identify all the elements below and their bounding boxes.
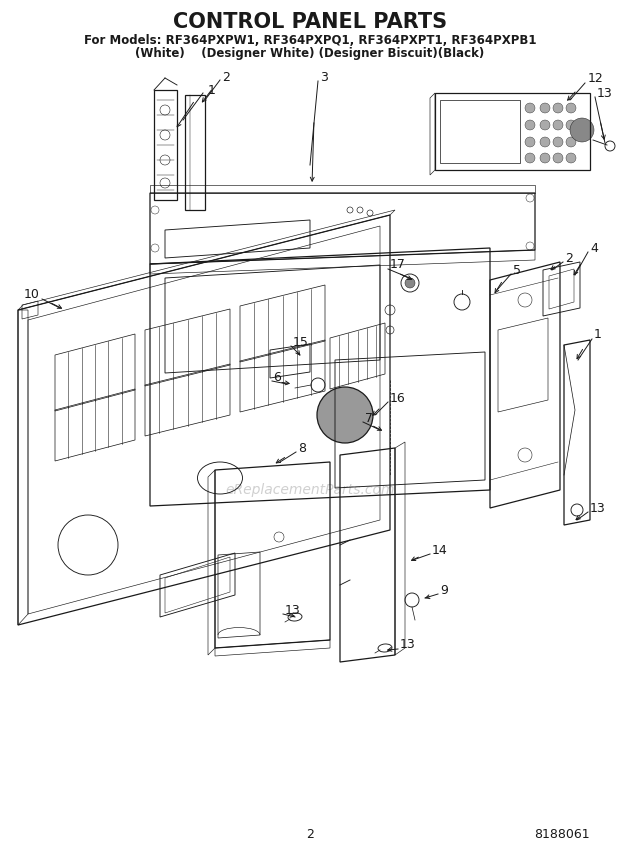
Circle shape	[566, 103, 576, 113]
Text: 7: 7	[365, 412, 373, 425]
Circle shape	[405, 278, 415, 288]
Circle shape	[540, 120, 550, 130]
Circle shape	[570, 118, 594, 142]
Circle shape	[525, 120, 535, 130]
Circle shape	[566, 137, 576, 147]
Circle shape	[540, 153, 550, 163]
Circle shape	[525, 103, 535, 113]
Text: 2: 2	[565, 252, 573, 265]
Text: 1: 1	[594, 329, 602, 342]
Text: 9: 9	[440, 584, 448, 597]
Text: For Models: RF364PXPW1, RF364PXPQ1, RF364PXPT1, RF364PXPB1: For Models: RF364PXPW1, RF364PXPQ1, RF36…	[84, 33, 536, 46]
Circle shape	[553, 153, 563, 163]
Text: 13: 13	[285, 603, 301, 616]
Text: 14: 14	[432, 544, 448, 556]
Text: 8: 8	[298, 442, 306, 455]
Circle shape	[566, 120, 576, 130]
Text: eReplacementParts.com: eReplacementParts.com	[225, 483, 395, 497]
Circle shape	[553, 103, 563, 113]
Circle shape	[317, 387, 373, 443]
Circle shape	[553, 137, 563, 147]
Text: (White)    (Designer White) (Designer Biscuit)(Black): (White) (Designer White) (Designer Biscu…	[135, 46, 485, 60]
Circle shape	[566, 153, 576, 163]
Text: 1: 1	[208, 84, 216, 97]
Text: 4: 4	[590, 241, 598, 254]
Text: CONTROL PANEL PARTS: CONTROL PANEL PARTS	[173, 12, 447, 32]
Text: 2: 2	[222, 70, 230, 84]
Text: 2: 2	[306, 828, 314, 841]
Text: 5: 5	[513, 264, 521, 276]
Text: 16: 16	[390, 391, 405, 405]
Text: 13: 13	[400, 639, 416, 651]
Text: 8188061: 8188061	[534, 828, 590, 841]
Text: 17: 17	[390, 259, 406, 271]
Text: 6: 6	[273, 371, 281, 383]
Circle shape	[553, 120, 563, 130]
Text: 12: 12	[588, 72, 604, 85]
Text: 15: 15	[293, 336, 309, 348]
Circle shape	[525, 137, 535, 147]
Text: 10: 10	[24, 288, 40, 301]
Text: 13: 13	[597, 86, 613, 99]
Text: 13: 13	[590, 502, 606, 514]
Circle shape	[525, 153, 535, 163]
Circle shape	[540, 103, 550, 113]
Text: 3: 3	[320, 70, 328, 84]
Circle shape	[540, 137, 550, 147]
